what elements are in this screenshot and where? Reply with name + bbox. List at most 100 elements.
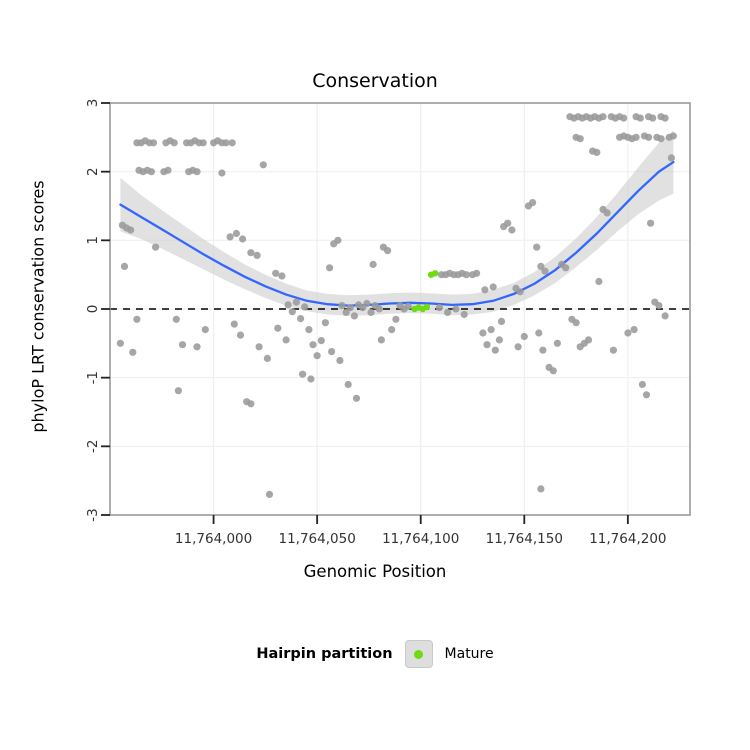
hairpin-point bbox=[363, 299, 371, 308]
hairpin-point bbox=[297, 315, 305, 323]
hairpin-point bbox=[133, 315, 141, 323]
hairpin-point bbox=[562, 264, 570, 272]
confidence-band bbox=[120, 130, 674, 316]
hairpin-point bbox=[508, 226, 516, 234]
hairpin-point bbox=[193, 343, 201, 351]
hairpin-point bbox=[301, 303, 309, 311]
hairpin-point bbox=[230, 320, 238, 328]
hairpin-point bbox=[342, 308, 350, 316]
hairpin-point bbox=[369, 260, 377, 268]
hairpin-point bbox=[328, 348, 336, 356]
hairpin-point bbox=[367, 308, 375, 316]
hairpin-point bbox=[514, 343, 522, 351]
hairpin-point bbox=[116, 339, 124, 347]
mature-point bbox=[423, 303, 431, 311]
hairpin-point bbox=[529, 199, 537, 207]
hairpin-point bbox=[178, 341, 187, 349]
hairpin-point bbox=[667, 154, 676, 162]
hairpin-point bbox=[661, 312, 669, 320]
hairpin-point bbox=[321, 319, 329, 327]
hairpin-point bbox=[338, 302, 346, 310]
hairpin-point bbox=[609, 346, 618, 354]
hairpin-point bbox=[520, 332, 528, 341]
mature-point bbox=[432, 270, 439, 277]
hairpin-point bbox=[388, 326, 396, 334]
hairpin-point bbox=[541, 267, 549, 275]
hairpin-point bbox=[487, 326, 495, 334]
hairpin-point bbox=[263, 354, 271, 362]
hairpin-point bbox=[278, 272, 286, 280]
hairpin-point bbox=[346, 304, 354, 312]
hairpin-point bbox=[344, 380, 352, 389]
hairpin-point bbox=[661, 114, 669, 122]
hairpin-point bbox=[174, 387, 182, 395]
hairpin-point bbox=[247, 400, 255, 408]
hairpin-point bbox=[647, 219, 655, 227]
y-tick-label: 2 bbox=[85, 167, 101, 176]
y-tick-label: 1 bbox=[85, 236, 101, 245]
hairpin-point bbox=[669, 132, 678, 140]
hairpin-point bbox=[292, 298, 300, 306]
hairpin-point bbox=[460, 310, 468, 319]
hairpin-point bbox=[603, 209, 611, 217]
hairpin-point bbox=[265, 490, 274, 498]
hairpin-point bbox=[444, 308, 452, 316]
y-axis-title: phyloP LRT conservation scores bbox=[28, 180, 48, 433]
hairpin-point bbox=[504, 219, 512, 227]
hairpin-point bbox=[553, 339, 562, 347]
hairpin-point bbox=[307, 375, 315, 383]
hairpin-point bbox=[170, 139, 178, 147]
hairpin-point bbox=[537, 485, 545, 493]
hairpin-point bbox=[657, 135, 665, 143]
hairpin-point bbox=[630, 326, 638, 334]
y-tick-label: -2 bbox=[85, 440, 101, 453]
hairpin-point bbox=[642, 391, 651, 399]
hairpin-point bbox=[228, 139, 236, 147]
hairpin-point bbox=[352, 394, 361, 402]
hairpin-point bbox=[392, 315, 400, 323]
hairpin-point bbox=[236, 331, 245, 339]
hairpin-point bbox=[384, 247, 392, 255]
hairpin-point bbox=[129, 348, 137, 356]
hairpin-point bbox=[305, 326, 313, 334]
hairpin-point bbox=[404, 302, 412, 310]
hairpin-point bbox=[222, 139, 230, 147]
hairpin-point bbox=[620, 114, 628, 122]
hairpin-point bbox=[272, 269, 280, 277]
hairpin-point bbox=[535, 329, 543, 337]
hairpin-point bbox=[253, 251, 261, 259]
hairpin-point bbox=[491, 346, 499, 354]
hairpin-point bbox=[336, 356, 344, 365]
x-tick-label: 11,764,000 bbox=[175, 531, 252, 547]
hairpin-point bbox=[375, 305, 383, 313]
y-tick-label: 3 bbox=[85, 99, 101, 108]
hairpin-point bbox=[201, 326, 209, 334]
hairpin-point bbox=[239, 235, 247, 243]
hairpin-point bbox=[636, 114, 644, 122]
hairpin-point bbox=[539, 346, 547, 354]
hairpin-point bbox=[309, 341, 317, 349]
hairpin-point bbox=[624, 329, 632, 337]
hairpin-point bbox=[537, 262, 545, 270]
hairpin-point bbox=[149, 139, 158, 147]
hairpin-point bbox=[284, 301, 292, 309]
hairpin-point bbox=[152, 243, 160, 251]
hairpin-point bbox=[274, 324, 282, 332]
hairpin-point bbox=[255, 343, 263, 351]
hairpin-point bbox=[576, 135, 584, 143]
hairpin-point bbox=[226, 233, 234, 241]
hairpin-point bbox=[317, 337, 325, 345]
hairpin-point bbox=[299, 370, 307, 378]
hairpin-point bbox=[655, 302, 663, 310]
hairpin-point bbox=[593, 148, 601, 156]
x-tick-label: 11,764,050 bbox=[278, 531, 355, 547]
hairpin-point bbox=[147, 168, 155, 176]
hairpin-point bbox=[489, 283, 497, 291]
hairpin-point bbox=[549, 367, 557, 375]
hairpin-point bbox=[259, 161, 267, 169]
hairpin-point bbox=[288, 308, 296, 316]
hairpin-point bbox=[649, 114, 657, 122]
legend: Hairpin partition Mature bbox=[0, 640, 750, 668]
legend-item-mature: Mature bbox=[444, 646, 494, 662]
